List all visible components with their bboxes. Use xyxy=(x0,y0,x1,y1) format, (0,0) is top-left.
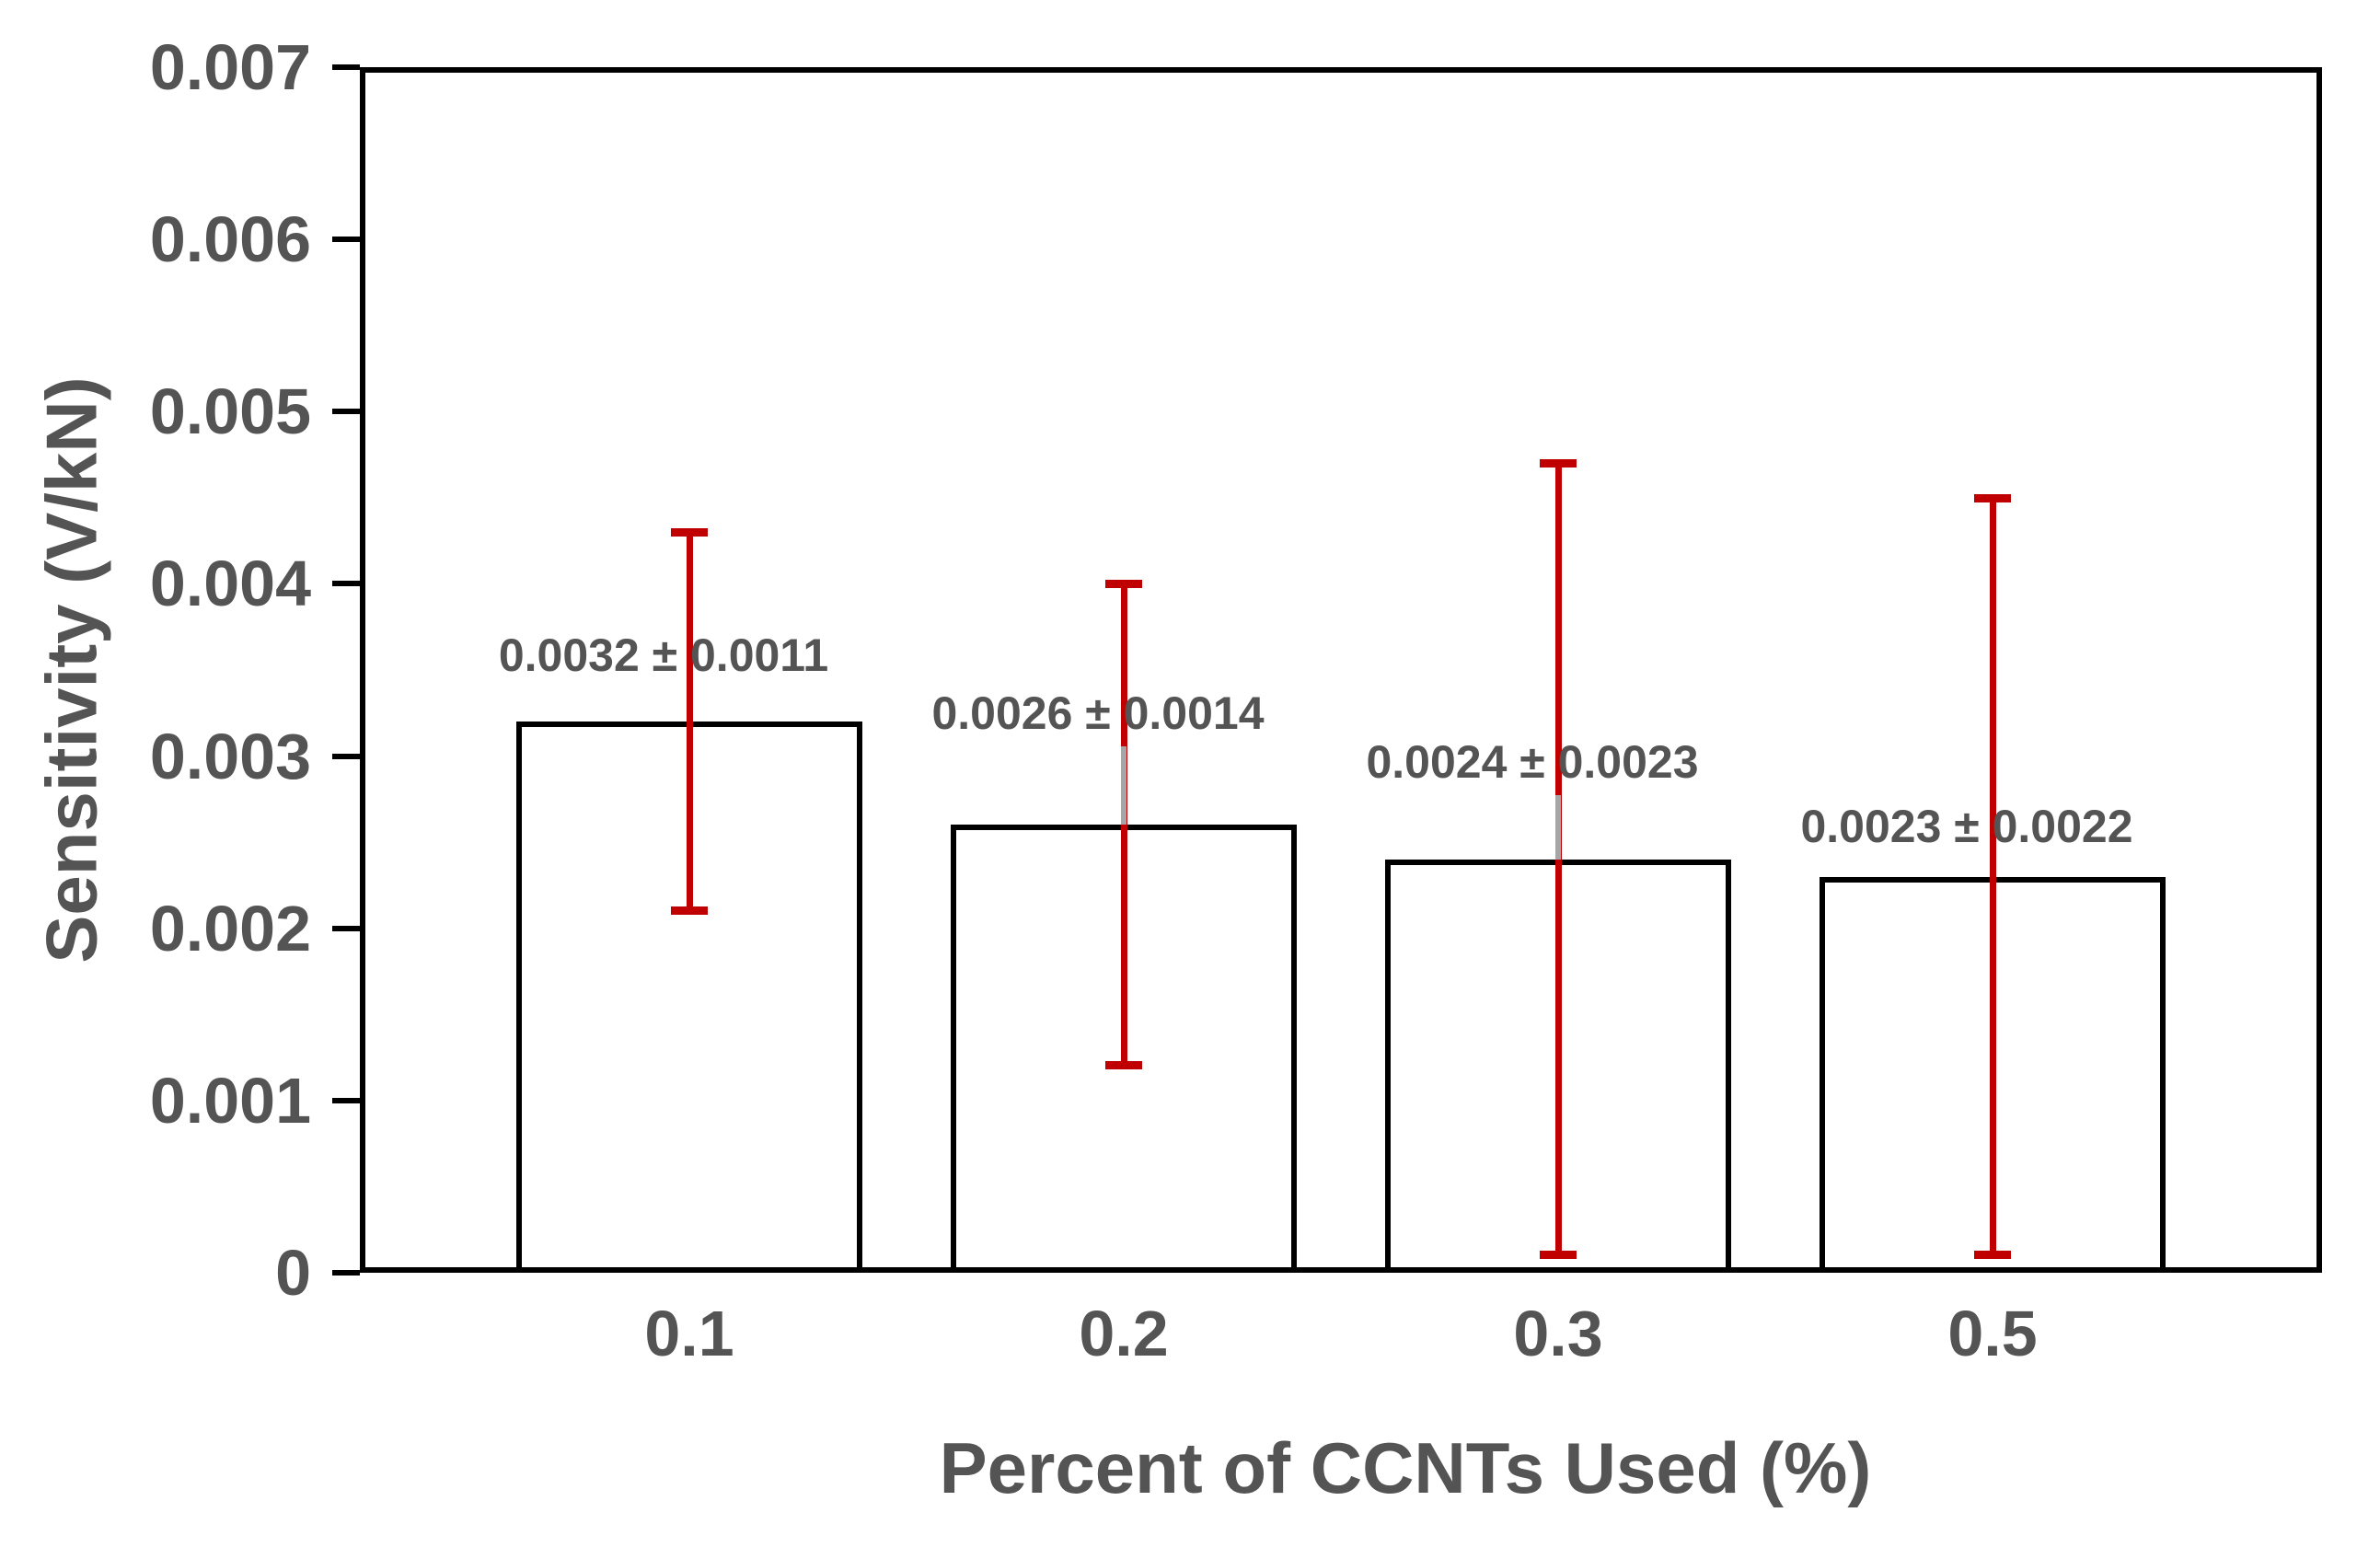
error-bar xyxy=(1990,497,1996,1256)
error-bar xyxy=(1555,463,1562,1256)
label-leader-line xyxy=(1121,746,1126,825)
y-tick-label: 0.002 xyxy=(149,892,311,964)
y-tick-label: 0.004 xyxy=(149,548,311,620)
y-tick-mark xyxy=(332,581,360,587)
error-bar-bottom-cap xyxy=(1540,1251,1577,1260)
data-label: 0.0024 ± 0.0023 xyxy=(1366,736,1699,788)
label-leader-line xyxy=(1555,795,1561,860)
x-tick-label: 0.5 xyxy=(1947,1298,2038,1369)
y-tick-label: 0.005 xyxy=(149,375,311,448)
x-tick-label: 0.3 xyxy=(1513,1298,1603,1369)
y-tick-mark xyxy=(332,64,360,70)
y-tick-mark xyxy=(332,753,360,759)
y-tick-mark xyxy=(332,1270,360,1276)
x-tick-label: 0.2 xyxy=(1079,1298,1169,1369)
y-tick-label: 0.006 xyxy=(149,203,311,276)
x-axis-title: Percent of CCNTs Used (%) xyxy=(939,1427,1872,1508)
y-tick-mark xyxy=(332,1097,360,1103)
y-tick-mark xyxy=(332,925,360,931)
error-bar xyxy=(1121,583,1127,1067)
y-tick-label: 0 xyxy=(275,1237,311,1309)
y-tick-mark xyxy=(332,237,360,243)
error-bar-top-cap xyxy=(1105,580,1142,589)
y-tick-label: 0.001 xyxy=(149,1064,311,1137)
error-bar-bottom-cap xyxy=(671,906,708,915)
error-bar-top-cap xyxy=(1974,493,2011,502)
error-bar-bottom-cap xyxy=(1974,1251,2011,1260)
plot-area xyxy=(360,67,2322,1273)
y-tick-mark xyxy=(332,409,360,415)
x-tick-label: 0.1 xyxy=(644,1298,734,1369)
data-label: 0.0023 ± 0.0022 xyxy=(1800,801,2133,852)
data-label: 0.0026 ± 0.0014 xyxy=(931,687,1265,739)
data-label: 0.0032 ± 0.0011 xyxy=(498,629,829,681)
y-tick-label: 0.007 xyxy=(149,31,311,103)
error-bar xyxy=(687,532,693,911)
y-axis-title: Sensitivity (V/kN) xyxy=(30,376,112,964)
error-bar-bottom-cap xyxy=(1105,1061,1142,1070)
error-bar-top-cap xyxy=(671,528,708,537)
y-tick-label: 0.003 xyxy=(149,720,311,792)
error-bar-top-cap xyxy=(1540,459,1577,468)
